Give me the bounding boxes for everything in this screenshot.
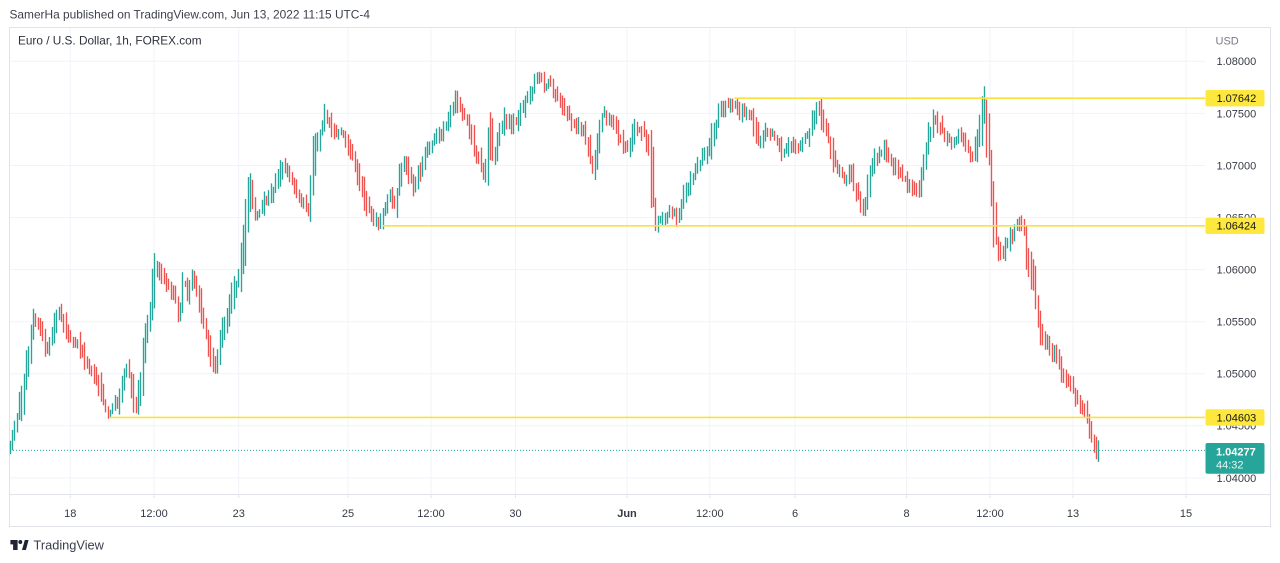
svg-text:44:32: 44:32 bbox=[1216, 459, 1244, 471]
svg-text:8: 8 bbox=[904, 508, 910, 520]
svg-text:Jun: Jun bbox=[617, 508, 637, 520]
svg-text:USD: USD bbox=[1216, 36, 1239, 48]
svg-text:1.06000: 1.06000 bbox=[1217, 265, 1257, 277]
svg-text:1.04603: 1.04603 bbox=[1217, 412, 1257, 424]
svg-text:1.07000: 1.07000 bbox=[1217, 160, 1257, 172]
svg-text:1.05500: 1.05500 bbox=[1217, 317, 1257, 329]
svg-text:13: 13 bbox=[1067, 508, 1079, 520]
svg-text:1.04277: 1.04277 bbox=[1216, 446, 1256, 458]
svg-text:12:00: 12:00 bbox=[417, 508, 445, 520]
svg-text:1.06424: 1.06424 bbox=[1217, 221, 1257, 233]
svg-text:6: 6 bbox=[792, 508, 798, 520]
svg-text:23: 23 bbox=[233, 508, 245, 520]
svg-text:1.08000: 1.08000 bbox=[1217, 56, 1257, 68]
svg-text:25: 25 bbox=[342, 508, 354, 520]
svg-text:1.05000: 1.05000 bbox=[1217, 369, 1257, 381]
svg-text:Euro / U.S. Dollar, 1h, FOREX.: Euro / U.S. Dollar, 1h, FOREX.com bbox=[18, 34, 202, 48]
svg-text:15: 15 bbox=[1180, 508, 1192, 520]
svg-text:1.04000: 1.04000 bbox=[1217, 473, 1257, 485]
svg-text:SamerHa published on TradingVi: SamerHa published on TradingView.com, Ju… bbox=[10, 8, 371, 22]
svg-text:12:00: 12:00 bbox=[140, 508, 168, 520]
svg-text:TradingView: TradingView bbox=[34, 537, 105, 552]
svg-text:12:00: 12:00 bbox=[976, 508, 1004, 520]
svg-text:12:00: 12:00 bbox=[696, 508, 724, 520]
svg-text:1.07500: 1.07500 bbox=[1217, 108, 1257, 120]
svg-text:1.07642: 1.07642 bbox=[1217, 93, 1257, 105]
svg-text:18: 18 bbox=[64, 508, 76, 520]
svg-text:30: 30 bbox=[509, 508, 521, 520]
